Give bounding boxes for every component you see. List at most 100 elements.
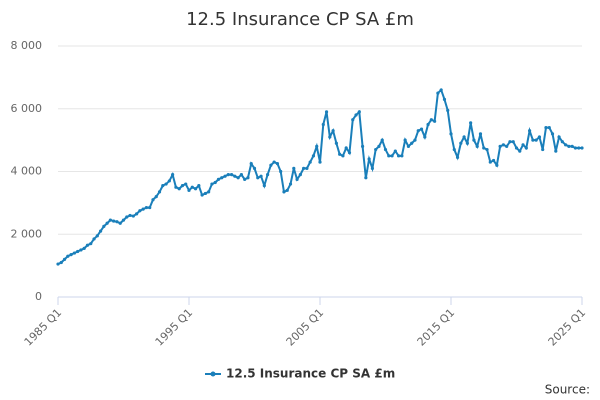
point: [135, 212, 139, 216]
point: [295, 177, 299, 181]
point: [79, 248, 83, 252]
point: [351, 118, 355, 122]
point: [370, 166, 374, 170]
point: [131, 214, 135, 218]
y-tick-label: 6 000: [11, 102, 43, 115]
point: [229, 173, 234, 177]
point: [151, 198, 155, 202]
point: [226, 173, 230, 177]
point: [72, 251, 76, 255]
point: [279, 169, 283, 174]
point: [236, 176, 240, 180]
point: [102, 224, 106, 229]
point: [465, 141, 469, 145]
point: [406, 144, 411, 148]
legend-label: 12.5 Insurance CP SA £m: [226, 367, 395, 381]
point: [174, 185, 178, 189]
point: [560, 140, 564, 144]
legend-marker: [210, 371, 216, 377]
point: [315, 144, 319, 148]
point: [469, 121, 473, 125]
point: [69, 253, 73, 257]
point: [341, 154, 345, 158]
point: [436, 91, 440, 95]
point: [462, 135, 466, 139]
point: [108, 218, 112, 222]
point: [495, 163, 499, 167]
point: [324, 110, 329, 114]
point: [485, 147, 489, 152]
point: [187, 188, 191, 192]
point: [311, 154, 316, 158]
point: [62, 257, 67, 261]
point: [246, 176, 250, 180]
point: [550, 132, 555, 136]
point: [190, 185, 194, 189]
point: [554, 149, 558, 153]
chart-title: 12.5 Insurance CP SA £m: [186, 9, 414, 30]
point: [541, 147, 545, 152]
point: [269, 163, 273, 167]
point: [157, 190, 162, 194]
point: [419, 127, 424, 131]
point: [200, 193, 204, 197]
point: [416, 129, 420, 133]
point: [233, 174, 237, 178]
point: [321, 122, 325, 127]
point: [413, 138, 417, 142]
point: [400, 154, 404, 158]
x-tick-label: 2015 Q1: [415, 306, 458, 349]
point: [171, 173, 175, 177]
point: [141, 207, 145, 211]
point: [128, 213, 132, 218]
point: [115, 220, 119, 224]
point: [118, 221, 122, 225]
point: [334, 141, 338, 145]
point: [534, 138, 538, 142]
point: [203, 191, 207, 196]
point: [577, 146, 581, 150]
point: [383, 147, 388, 152]
point: [98, 229, 103, 233]
point: [521, 143, 525, 147]
point: [305, 166, 309, 170]
point: [505, 144, 509, 148]
point: [56, 262, 60, 266]
series-line: [57, 88, 582, 265]
point: [338, 152, 342, 156]
point: [344, 146, 348, 150]
point: [360, 144, 365, 148]
point: [380, 138, 384, 142]
point: [121, 218, 126, 222]
point: [256, 176, 260, 180]
point: [478, 132, 483, 136]
point: [511, 140, 515, 144]
y-tick-label: 4 000: [11, 165, 43, 178]
point: [357, 110, 361, 114]
point: [220, 176, 224, 180]
point: [528, 129, 532, 133]
point: [252, 166, 257, 170]
point: [377, 144, 381, 148]
point: [328, 135, 332, 139]
point: [164, 182, 168, 186]
point: [148, 205, 152, 210]
point: [397, 154, 401, 158]
point: [557, 135, 561, 139]
point: [259, 174, 263, 178]
x-tick-label: 1985 Q1: [22, 306, 65, 349]
point: [547, 125, 551, 130]
point: [223, 174, 227, 178]
point: [105, 221, 109, 225]
y-tick-label: 2 000: [11, 227, 43, 240]
point: [249, 162, 253, 166]
point: [387, 154, 391, 158]
point: [197, 184, 201, 188]
point: [207, 190, 211, 194]
point: [472, 138, 476, 142]
point: [167, 179, 171, 183]
point: [423, 135, 427, 139]
point: [282, 190, 286, 194]
point: [433, 119, 437, 123]
point: [213, 180, 217, 185]
